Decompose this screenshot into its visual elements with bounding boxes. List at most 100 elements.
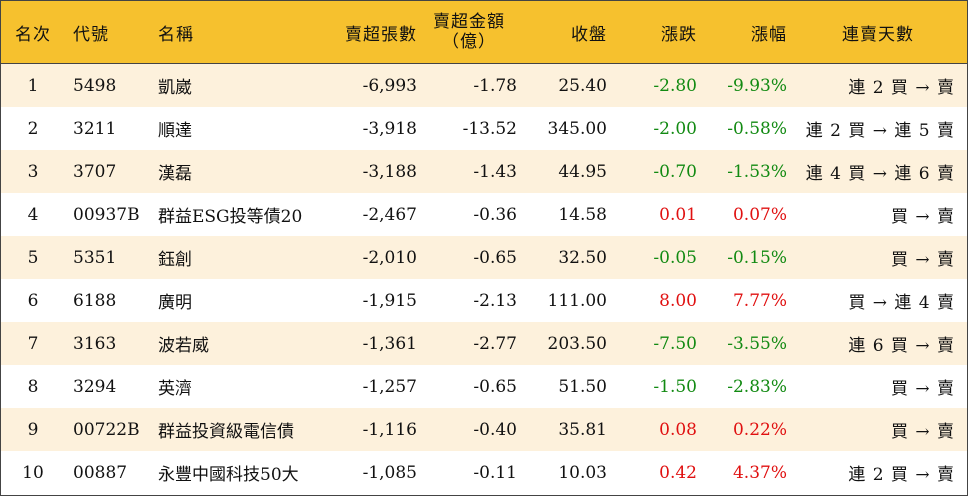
close-cell: 345.00 [547, 118, 607, 139]
net-sell-amount-cell: -1.43 [473, 161, 517, 182]
change-pct-cell: -9.93% [727, 75, 787, 96]
streak-cell: 連 4 買 → 連 6 賣 [805, 164, 955, 184]
table-row: 7 3163 波若威 -1,361 -2.77 203.50 -7.50 -3.55% 連 6 … [1, 322, 967, 365]
change-cell: -1.50 [653, 376, 697, 397]
name-cell: 凱崴 [158, 78, 192, 98]
net-sell-shares-cell: -1,116 [362, 419, 417, 440]
streak-cell: 連 2 買 → 連 5 賣 [805, 121, 955, 141]
streak-cell: 買 → 連 4 賣 [848, 293, 955, 313]
net-sell-amount-cell: -0.65 [473, 247, 517, 268]
header-net-sell-shares: 賣超張數 [345, 24, 417, 45]
change-pct-cell: -0.58% [727, 118, 787, 139]
header-code: 代號 [73, 24, 109, 45]
table-row: 6 6188 廣明 -1,915 -2.13 111.00 8.00 7.77% 買 → 連 4… [1, 279, 967, 322]
code-cell: 5351 [73, 247, 117, 268]
name-cell: 順達 [158, 121, 192, 141]
net-sell-shares-cell: -1,361 [362, 333, 417, 354]
streak-cell: 連 2 買 → 賣 [848, 78, 955, 98]
rank-cell: 10 [22, 462, 44, 483]
rank-cell: 7 [27, 333, 39, 354]
header-change-pct: 漲幅 [751, 24, 787, 45]
net-sell-shares-cell: -3,188 [362, 161, 417, 182]
net-sell-amount-cell: -0.65 [473, 376, 517, 397]
net-sell-shares-cell: -2,010 [362, 247, 417, 268]
code-cell: 00722B [73, 419, 140, 440]
table-row: 4 00937B 群益ESG投等債20 -2,467 -0.36 14.58 0.01 0.0… [1, 193, 967, 236]
code-cell: 3294 [73, 376, 117, 397]
change-pct-cell: -1.53% [727, 161, 787, 182]
rank-cell: 6 [27, 290, 39, 311]
close-cell: 51.50 [558, 376, 607, 397]
net-sell-shares-cell: -1,085 [362, 462, 417, 483]
name-cell: 永豐中國科技50大 [158, 465, 299, 485]
change-pct-cell: 4.37% [732, 462, 787, 483]
net-sell-shares-cell: -6,993 [362, 75, 417, 96]
header-change: 漲跌 [661, 24, 697, 45]
change-pct-cell: -2.83% [727, 376, 787, 397]
change-cell: 0.08 [659, 419, 697, 440]
net-sell-amount-cell: -2.77 [473, 333, 517, 354]
rank-cell: 5 [27, 247, 39, 268]
net-sell-amount-cell: -13.52 [462, 118, 517, 139]
table-row: 9 00722B 群益投資級電信債 -1,116 -0.40 35.81 0.08 0.22%… [1, 408, 967, 451]
change-pct-cell: -0.15% [727, 247, 787, 268]
net-sell-shares-cell: -1,257 [362, 376, 417, 397]
rank-cell: 1 [27, 75, 39, 96]
code-cell: 3163 [73, 333, 117, 354]
change-pct-cell: 0.07% [732, 204, 787, 225]
close-cell: 35.81 [558, 419, 607, 440]
header-net-sell-amount: 賣超金額 （億） [421, 1, 517, 63]
change-cell: -2.00 [653, 118, 697, 139]
code-cell: 5498 [73, 75, 117, 96]
streak-cell: 連 6 買 → 賣 [848, 336, 955, 356]
change-pct-cell: -3.55% [727, 333, 787, 354]
streak-cell: 買 → 賣 [890, 207, 955, 227]
rank-cell: 2 [27, 118, 39, 139]
net-sell-amount-cell: -0.36 [473, 204, 517, 225]
name-cell: 群益投資級電信債 [158, 422, 294, 442]
name-cell: 英濟 [158, 379, 192, 399]
change-cell: -0.70 [653, 161, 697, 182]
header-net-sell-amount-unit: （億） [442, 32, 496, 52]
change-cell: -7.50 [653, 333, 697, 354]
name-cell: 群益ESG投等債20 [158, 207, 303, 227]
name-cell: 波若威 [158, 336, 209, 356]
rank-cell: 4 [27, 204, 39, 225]
header-rank: 名次 [15, 24, 51, 45]
header-close: 收盤 [571, 24, 607, 45]
change-pct-cell: 0.22% [732, 419, 787, 440]
net-sell-amount-cell: -0.11 [473, 462, 517, 483]
table-row: 3 3707 漢磊 -3,188 -1.43 44.95 -0.70 -1.53% 連 4 買 … [1, 150, 967, 193]
change-cell: -0.05 [653, 247, 697, 268]
code-cell: 3707 [73, 161, 117, 182]
change-cell: 0.01 [659, 204, 697, 225]
name-cell: 廣明 [158, 293, 192, 313]
close-cell: 10.03 [558, 462, 607, 483]
header-name: 名稱 [158, 24, 194, 45]
table-row: 10 00887 永豐中國科技50大 -1,085 -0.11 10.03 0.42 4.37… [1, 451, 967, 494]
net-sell-shares-cell: -1,915 [362, 290, 417, 311]
net-sell-shares-cell: -3,918 [362, 118, 417, 139]
net-sell-amount-cell: -2.13 [473, 290, 517, 311]
table-row: 8 3294 英濟 -1,257 -0.65 51.50 -1.50 -2.83% 買 → 賣 [1, 365, 967, 408]
net-sell-shares-cell: -2,467 [362, 204, 417, 225]
streak-cell: 買 → 賣 [890, 422, 955, 442]
streak-cell: 買 → 賣 [890, 250, 955, 270]
code-cell: 3211 [73, 118, 117, 139]
name-cell: 漢磊 [158, 164, 192, 184]
rank-cell: 8 [27, 376, 39, 397]
code-cell: 6188 [73, 290, 117, 311]
code-cell: 00887 [73, 462, 128, 483]
change-cell: 8.00 [659, 290, 697, 311]
net-sell-amount-cell: -1.78 [473, 75, 517, 96]
rank-cell: 9 [27, 419, 39, 440]
header-streak: 連賣天數 [842, 24, 914, 45]
rank-cell: 3 [27, 161, 39, 182]
name-cell: 鈺創 [158, 250, 192, 270]
code-cell: 00937B [73, 204, 140, 225]
header-net-sell-amount-label: 賣超金額 [433, 12, 505, 32]
table-row: 5 5351 鈺創 -2,010 -0.65 32.50 -0.05 -0.15% 買 → 賣 [1, 236, 967, 279]
close-cell: 32.50 [558, 247, 607, 268]
streak-cell: 買 → 賣 [890, 379, 955, 399]
